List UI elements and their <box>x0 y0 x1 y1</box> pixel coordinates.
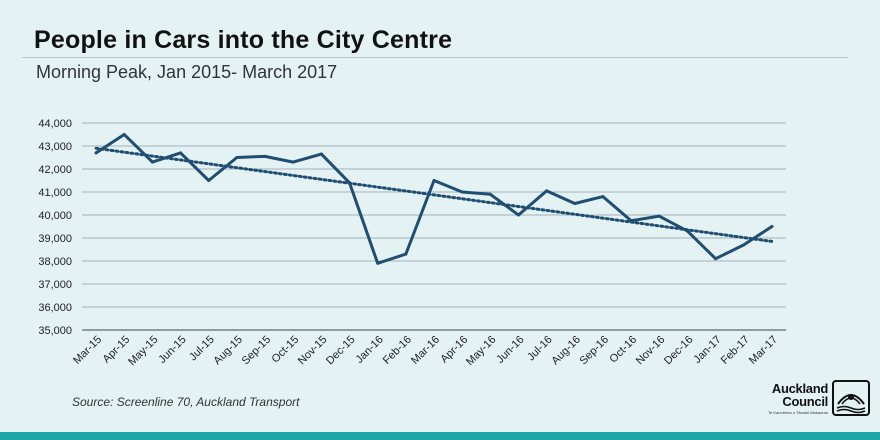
data-point <box>742 243 746 247</box>
y-tick-label: 40,000 <box>38 210 72 222</box>
data-point <box>516 213 520 217</box>
x-tick-label: Aug-15 <box>211 334 245 368</box>
data-point <box>319 152 323 156</box>
x-tick-label: Sep-15 <box>240 334 274 368</box>
x-tick-label: Feb-17 <box>719 334 752 367</box>
y-tick-label: 38,000 <box>38 256 72 268</box>
data-point <box>657 214 661 218</box>
data-point <box>179 151 183 155</box>
y-tick-label: 36,000 <box>38 302 72 314</box>
data-point <box>291 160 295 164</box>
x-tick-label: Sep-16 <box>578 334 612 368</box>
data-point <box>432 179 436 182</box>
y-tick-label: 42,000 <box>38 164 72 176</box>
x-tick-label: Jun-15 <box>156 334 188 366</box>
data-point <box>601 195 605 199</box>
data-point <box>235 156 239 159</box>
x-tick-label: May-15 <box>126 334 160 368</box>
x-tick-label: Aug-16 <box>549 334 583 368</box>
data-point <box>150 160 154 164</box>
x-tick-label: Nov-16 <box>634 334 668 368</box>
data-point <box>263 154 267 158</box>
x-tick-label: Nov-15 <box>296 334 330 368</box>
y-tick-label: 44,000 <box>38 118 72 130</box>
logo-wordmark: Auckland Council <box>764 382 828 408</box>
trendline <box>94 146 774 243</box>
data-point <box>685 229 689 233</box>
data-point <box>207 179 211 182</box>
title-divider <box>22 57 848 58</box>
data-point <box>545 189 549 193</box>
logo-tagline: Te Kaunihera o Tāmaki Makaurau <box>768 410 828 415</box>
y-tick-label: 39,000 <box>38 233 72 245</box>
footer-accent-bar <box>0 432 880 440</box>
x-tick-label: Mar-17 <box>747 334 780 367</box>
series-line <box>94 133 774 265</box>
data-point <box>404 252 408 256</box>
y-tick-label: 41,000 <box>38 187 72 199</box>
trendline-group <box>94 146 774 243</box>
series-group <box>94 133 774 265</box>
data-point <box>770 225 774 228</box>
data-point <box>714 257 718 261</box>
logo-line2: Council <box>782 394 828 409</box>
x-tick-label: Jun-16 <box>494 334 526 366</box>
x-tick-label: Mar-16 <box>409 334 442 367</box>
grid-lines <box>82 122 786 308</box>
chart-title: People in Cars into the City Centre <box>34 26 453 54</box>
source-note: Source: Screenline 70, Auckland Transpor… <box>72 395 300 409</box>
chart-subtitle: Morning Peak, Jan 2015- March 2017 <box>36 62 338 82</box>
x-tick-label: Dec-16 <box>662 334 696 368</box>
data-point <box>348 181 352 185</box>
data-point <box>122 133 126 136</box>
y-tick-label: 43,000 <box>38 141 72 153</box>
council-emblem-icon <box>832 380 870 416</box>
data-point <box>376 261 380 265</box>
data-point <box>629 219 633 223</box>
x-tick-label: Feb-16 <box>381 334 414 367</box>
x-tick-label: Mar-15 <box>71 334 104 367</box>
x-tick-label: Dec-15 <box>324 334 358 368</box>
data-point <box>94 151 98 155</box>
y-tick-label: 37,000 <box>38 279 72 291</box>
data-point <box>460 190 464 194</box>
auckland-council-logo: Auckland Council Te Kaunihera o Tāmaki M… <box>764 380 874 422</box>
x-axis-ticks: Mar-15Apr-15May-15Jun-15Jul-15Aug-15Sep-… <box>71 334 780 368</box>
x-tick-label: Jan-16 <box>354 334 386 366</box>
x-tick-label: Jan-17 <box>691 334 723 366</box>
x-tick-label: May-16 <box>464 334 498 368</box>
y-tick-label: 35,000 <box>38 325 72 337</box>
data-point <box>573 202 577 205</box>
logo-line1: Auckland <box>771 381 828 396</box>
data-point <box>488 192 492 196</box>
y-axis-ticks: 35,000 36,000 37,000 38,000 39,000 40,000 41,0… <box>38 118 72 337</box>
